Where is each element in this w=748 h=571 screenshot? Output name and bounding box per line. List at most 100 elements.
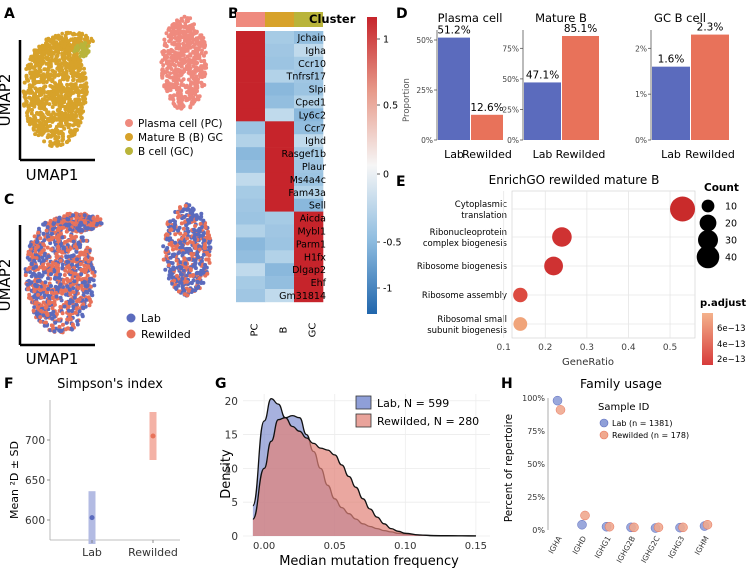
density-rewilded-area — [252, 417, 476, 536]
legend-label-lab: Lab, N = 599 — [377, 397, 449, 410]
umap-point-rewilded — [64, 288, 68, 293]
umap-point-plasma — [179, 48, 184, 53]
umap-point-matureb — [73, 105, 77, 110]
umap-point-matureb — [78, 78, 83, 83]
umap-point-rewilded — [65, 248, 70, 253]
umap-point-lab — [69, 326, 74, 331]
y-tick-label: 1% — [635, 90, 647, 99]
umap-point-rewilded — [186, 288, 191, 293]
umap-point-lab — [201, 252, 206, 257]
umap-point-matureb — [51, 69, 56, 74]
data-label: 1.6% — [658, 54, 685, 66]
point-rewilded — [653, 522, 664, 533]
umap-point-rewilded — [198, 222, 203, 226]
dot-term — [513, 287, 528, 303]
umap-point-rewilded — [185, 293, 190, 298]
x-tick-label: Rewilded — [685, 148, 735, 161]
gene-label: Mybl1 — [297, 226, 326, 237]
umap-point-lab — [77, 223, 82, 228]
umap-point-matureb — [24, 74, 29, 79]
x-tick-label: Lab — [661, 148, 681, 161]
umap-point-matureb — [38, 73, 43, 78]
count-legend-label: 10 — [725, 202, 737, 213]
term-label: translation — [461, 211, 507, 221]
heatmap-cell — [265, 185, 295, 199]
term-label: subunit biogenesis — [427, 326, 507, 336]
legend: Sample ID Lab (n = 1381) Rewilded (n = 1… — [598, 402, 689, 440]
umap-point-matureb — [56, 64, 61, 69]
x-tick-label: Rewilded — [128, 546, 178, 559]
umap-point-rewilded — [67, 312, 72, 317]
umap-point-matureb — [45, 55, 50, 60]
panel-g: G Density Median mutation frequency 0 5 10… — [215, 376, 490, 569]
umap-point-rewilded — [36, 292, 40, 297]
umap-point-rewilded — [34, 256, 39, 261]
heatmap-cell — [294, 263, 324, 277]
umap-point-plasma — [171, 97, 176, 102]
umap-point-plasma — [186, 35, 191, 40]
padj-legend: p.adjust 6e−13 4e−13 2e−13 — [700, 298, 746, 365]
umap-point-plasma — [191, 97, 196, 102]
umap-point-lab — [31, 295, 36, 300]
umap-point-lab — [192, 227, 197, 232]
point-rewilded — [555, 405, 566, 415]
colorbar-tick-label: 0 — [383, 170, 389, 181]
colorbar-tick-label: 1 — [383, 35, 389, 46]
umap-point-rewilded — [98, 217, 103, 222]
heatmap-cell — [236, 69, 266, 83]
umap-point-matureb — [49, 54, 54, 59]
umap-point-plasma — [163, 41, 168, 46]
umap-point-plasma — [189, 90, 194, 95]
umap-point-matureb — [63, 120, 68, 125]
gene-label: Plaur — [302, 162, 326, 173]
umap-point-rewilded — [56, 267, 61, 272]
data-label: 51.2% — [437, 25, 470, 37]
umap-point-matureb — [22, 80, 27, 85]
umap-point-lab — [163, 267, 168, 272]
umap-point-lab — [81, 238, 86, 243]
y-tick-label: 50% — [502, 75, 519, 84]
umap-point-rewilded — [172, 278, 177, 283]
umap-point-rewilded — [47, 238, 52, 242]
umap-point-matureb — [81, 85, 86, 90]
count-legend-title: Count — [704, 182, 739, 194]
umap-point-rewilded — [205, 250, 209, 255]
x-tick-label: Lab — [82, 546, 102, 559]
umap-point-plasma — [168, 88, 173, 92]
umap-point-plasma — [182, 38, 187, 43]
umap-point-rewilded — [81, 302, 86, 307]
bar-rewilded — [471, 114, 503, 140]
umap-point-matureb — [70, 32, 75, 36]
umap-point-plasma — [181, 95, 186, 100]
umap-point-gcb — [87, 44, 91, 48]
umap-point-rewilded — [72, 222, 77, 227]
umap-point-gcb — [80, 48, 85, 53]
umap-point-lab — [181, 215, 186, 220]
umap-point-matureb — [64, 66, 68, 71]
umap-point-rewilded — [26, 287, 31, 292]
point-rewilded — [702, 519, 713, 530]
umap-point-matureb — [47, 52, 51, 57]
umap-point-lab — [180, 243, 185, 248]
umap-point-plasma — [188, 105, 193, 110]
umap-point-matureb — [71, 90, 76, 95]
umap-point-rewilded — [43, 305, 48, 310]
umap-point-matureb — [53, 135, 58, 139]
heatmap-cell — [236, 95, 266, 109]
umap-point-plasma — [174, 80, 179, 84]
umap-point-lab — [78, 245, 82, 250]
umap-point-rewilded — [53, 217, 58, 222]
umap-point-plasma — [183, 85, 188, 90]
umap-point-rewilded — [45, 245, 50, 250]
umap-point-lab — [34, 264, 38, 269]
umap-point-rewilded — [190, 273, 195, 278]
panel-letter: B — [228, 6, 239, 22]
umap-point-rewilded — [56, 317, 61, 322]
umap-point-matureb — [83, 93, 88, 97]
x-tick-label: Rewilded — [462, 148, 512, 161]
umap-point-lab — [193, 258, 198, 263]
umap-point-matureb — [65, 117, 70, 122]
umap-point-rewilded — [63, 268, 68, 273]
umap-point-matureb — [41, 90, 46, 95]
legend-label-plasma: Plasma cell (PC) — [138, 118, 222, 130]
